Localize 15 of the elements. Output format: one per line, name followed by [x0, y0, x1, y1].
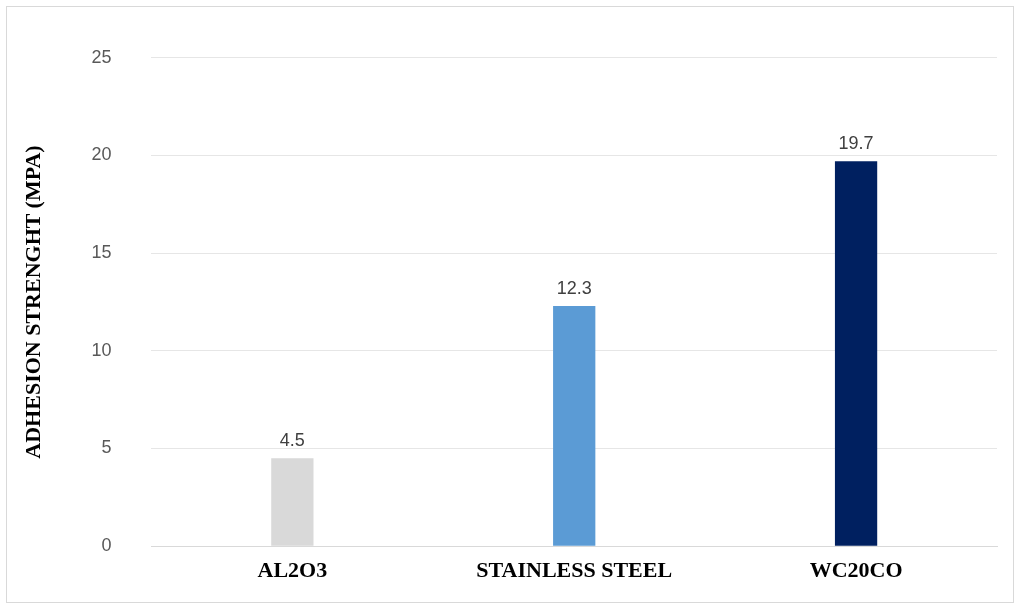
data-label: 4.5 [279, 430, 305, 451]
bar [834, 161, 878, 546]
x-tick-label: WC20CO [809, 557, 903, 583]
y-tick-label: 20 [91, 144, 112, 165]
data-label: 12.3 [556, 277, 592, 298]
y-axis-title: ADHESION STRENGHT (MPA) [19, 145, 45, 459]
y-tick-label: 15 [91, 242, 112, 263]
data-label: 19.7 [838, 133, 874, 154]
y-tick-label: 25 [91, 46, 112, 67]
bar [553, 305, 596, 546]
x-tick-label: STAINLESS STEEL [476, 557, 673, 583]
y-tick-label: 5 [101, 437, 112, 458]
x-tick-label: AL2O3 [257, 557, 328, 583]
y-tick-label: 10 [91, 339, 112, 360]
y-tick-label: 0 [101, 535, 112, 556]
